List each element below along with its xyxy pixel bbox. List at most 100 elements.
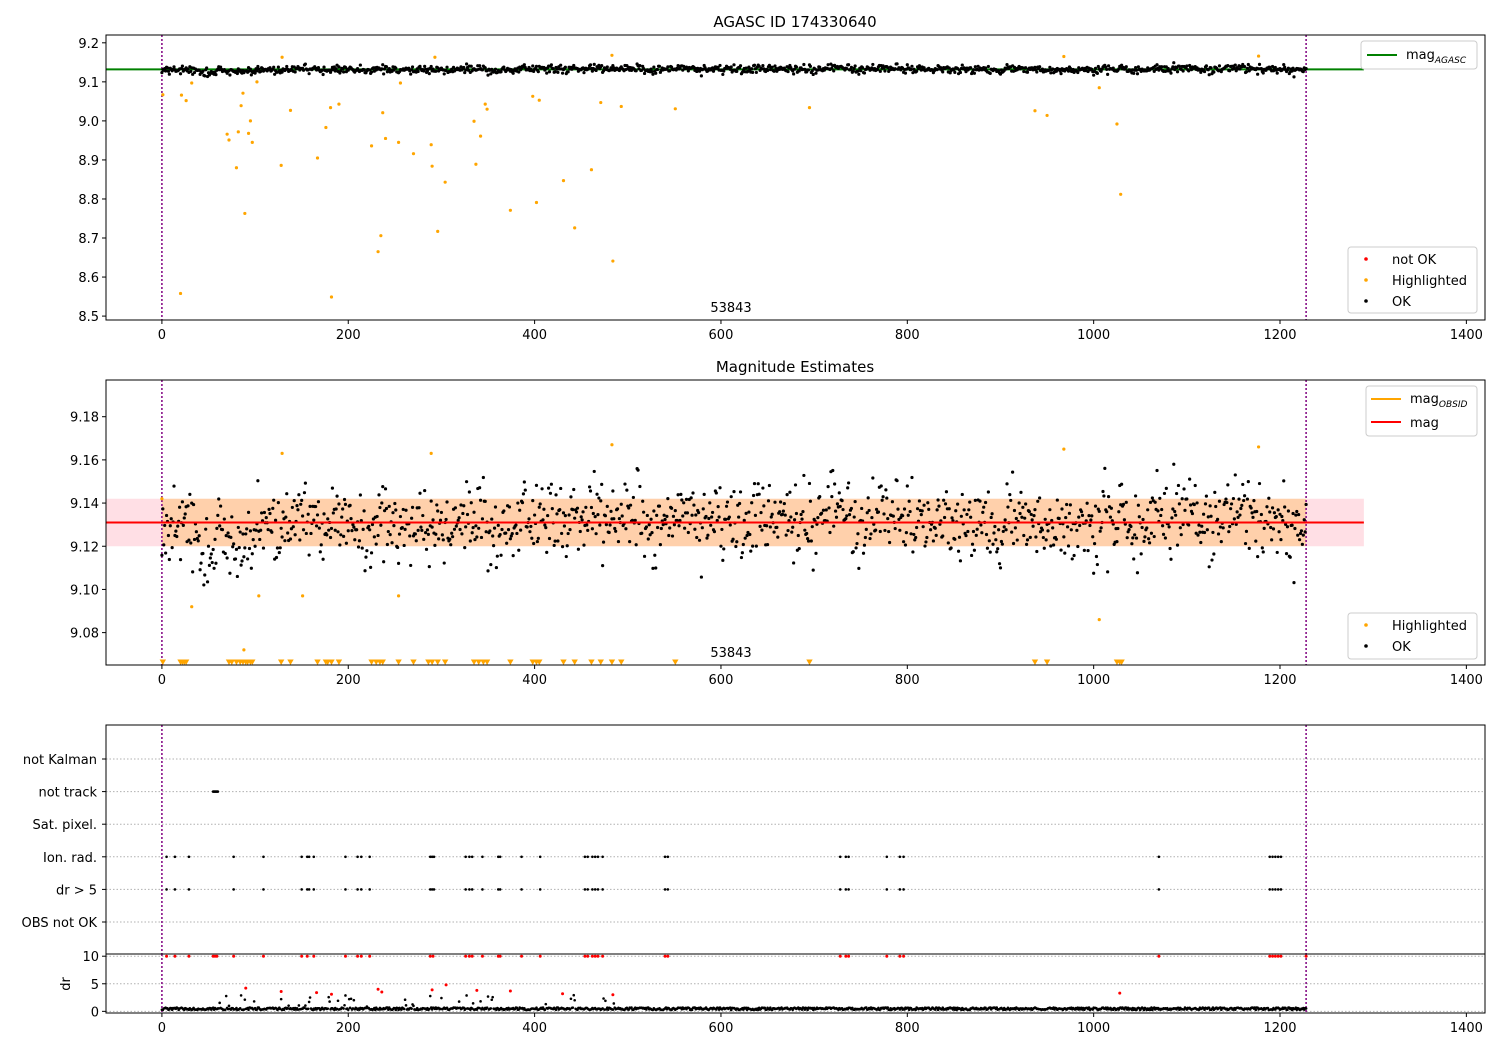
dr-point xyxy=(1254,1008,1258,1012)
dr-not-ok-point xyxy=(380,990,384,994)
ok-point xyxy=(949,546,953,550)
ok-point xyxy=(369,565,373,569)
flag-point xyxy=(173,855,177,859)
dr-point xyxy=(343,1003,346,1007)
ok-point xyxy=(1235,510,1239,514)
dr-point xyxy=(489,1007,493,1010)
ok-point xyxy=(716,505,720,509)
flag-point xyxy=(538,855,542,859)
ok-point xyxy=(500,527,504,532)
ok-point xyxy=(659,526,663,531)
ok-point xyxy=(668,526,672,530)
ok-point xyxy=(545,71,549,75)
legend-ok: OK xyxy=(1392,295,1411,310)
ok-point xyxy=(301,514,305,518)
ok-point xyxy=(784,533,788,537)
below-range-marker xyxy=(410,659,417,665)
ok-point xyxy=(288,537,293,541)
ok-point xyxy=(180,500,185,504)
ok-point xyxy=(426,532,430,536)
ok-point xyxy=(853,64,857,68)
ok-point xyxy=(818,495,822,499)
ok-point xyxy=(226,531,230,535)
ok-point xyxy=(699,575,703,579)
ok-point xyxy=(841,507,845,512)
ok-point xyxy=(810,525,814,529)
flag-point xyxy=(307,888,311,891)
ok-point xyxy=(530,536,534,540)
ok-point xyxy=(874,528,878,532)
ok-point xyxy=(1004,528,1008,532)
ok-point xyxy=(1202,512,1206,516)
dr-not-ok-point xyxy=(611,993,615,997)
ok-point xyxy=(359,519,363,523)
ok-point xyxy=(241,532,245,536)
ok-point xyxy=(276,65,280,69)
panel-2-title: Magnitude Estimates xyxy=(716,358,874,376)
ok-point xyxy=(199,561,203,565)
ok-point xyxy=(720,527,724,532)
ok-point xyxy=(956,549,961,553)
dr-point xyxy=(569,997,573,1001)
ok-point xyxy=(1134,536,1139,540)
ok-point xyxy=(293,70,297,74)
ok-point xyxy=(679,492,683,496)
ok-point xyxy=(355,528,359,532)
dr-point xyxy=(729,1008,733,1012)
ok-point xyxy=(326,517,330,521)
ok-point xyxy=(971,68,976,72)
ok-point xyxy=(424,547,429,551)
ok-point xyxy=(1170,516,1174,520)
ok-point xyxy=(317,526,321,530)
ok-point xyxy=(914,535,918,540)
ok-point xyxy=(921,525,925,529)
ok-point xyxy=(186,67,190,71)
flag-point xyxy=(593,855,597,859)
ok-point xyxy=(178,505,182,509)
below-range-marker xyxy=(483,659,491,665)
ok-point xyxy=(180,64,185,68)
ok-point xyxy=(670,534,675,538)
ok-point xyxy=(167,72,171,76)
ok-point xyxy=(853,499,857,504)
ok-point xyxy=(306,512,310,516)
ok-point xyxy=(1116,526,1120,531)
flag-point xyxy=(596,855,600,859)
highlighted-point xyxy=(1062,54,1066,59)
ok-point xyxy=(857,72,861,76)
ok-point xyxy=(483,499,487,503)
ok-point xyxy=(1171,65,1175,69)
dr-not-ok-point xyxy=(596,954,600,958)
ok-point xyxy=(708,501,712,505)
ok-point xyxy=(420,528,424,532)
ok-point xyxy=(544,526,548,530)
ok-point xyxy=(267,507,271,511)
highlighted-point xyxy=(430,164,434,168)
panel-2-x-tick-label: 0 xyxy=(158,673,166,688)
ok-point xyxy=(1229,507,1233,511)
ok-point xyxy=(531,499,535,503)
flag-point xyxy=(601,888,604,891)
ok-point xyxy=(862,71,867,75)
ok-point xyxy=(832,524,836,528)
ok-point xyxy=(797,547,801,551)
ok-point xyxy=(316,500,321,504)
ok-point xyxy=(292,499,296,503)
ok-point xyxy=(891,514,895,518)
ok-point xyxy=(638,484,642,489)
ok-point xyxy=(881,495,885,499)
ok-point xyxy=(929,528,933,532)
ok-point xyxy=(742,518,746,522)
dr-point xyxy=(352,998,356,1002)
ok-point xyxy=(543,523,547,527)
ok-point xyxy=(492,526,497,530)
below-range-marker xyxy=(182,659,190,665)
ok-point xyxy=(407,66,411,70)
ok-point xyxy=(866,496,870,500)
ok-point xyxy=(582,70,586,75)
ok-point xyxy=(986,490,990,494)
ok-point xyxy=(1040,67,1045,71)
ok-point xyxy=(861,551,866,555)
flag-point xyxy=(312,888,316,891)
ok-point xyxy=(1228,69,1232,73)
